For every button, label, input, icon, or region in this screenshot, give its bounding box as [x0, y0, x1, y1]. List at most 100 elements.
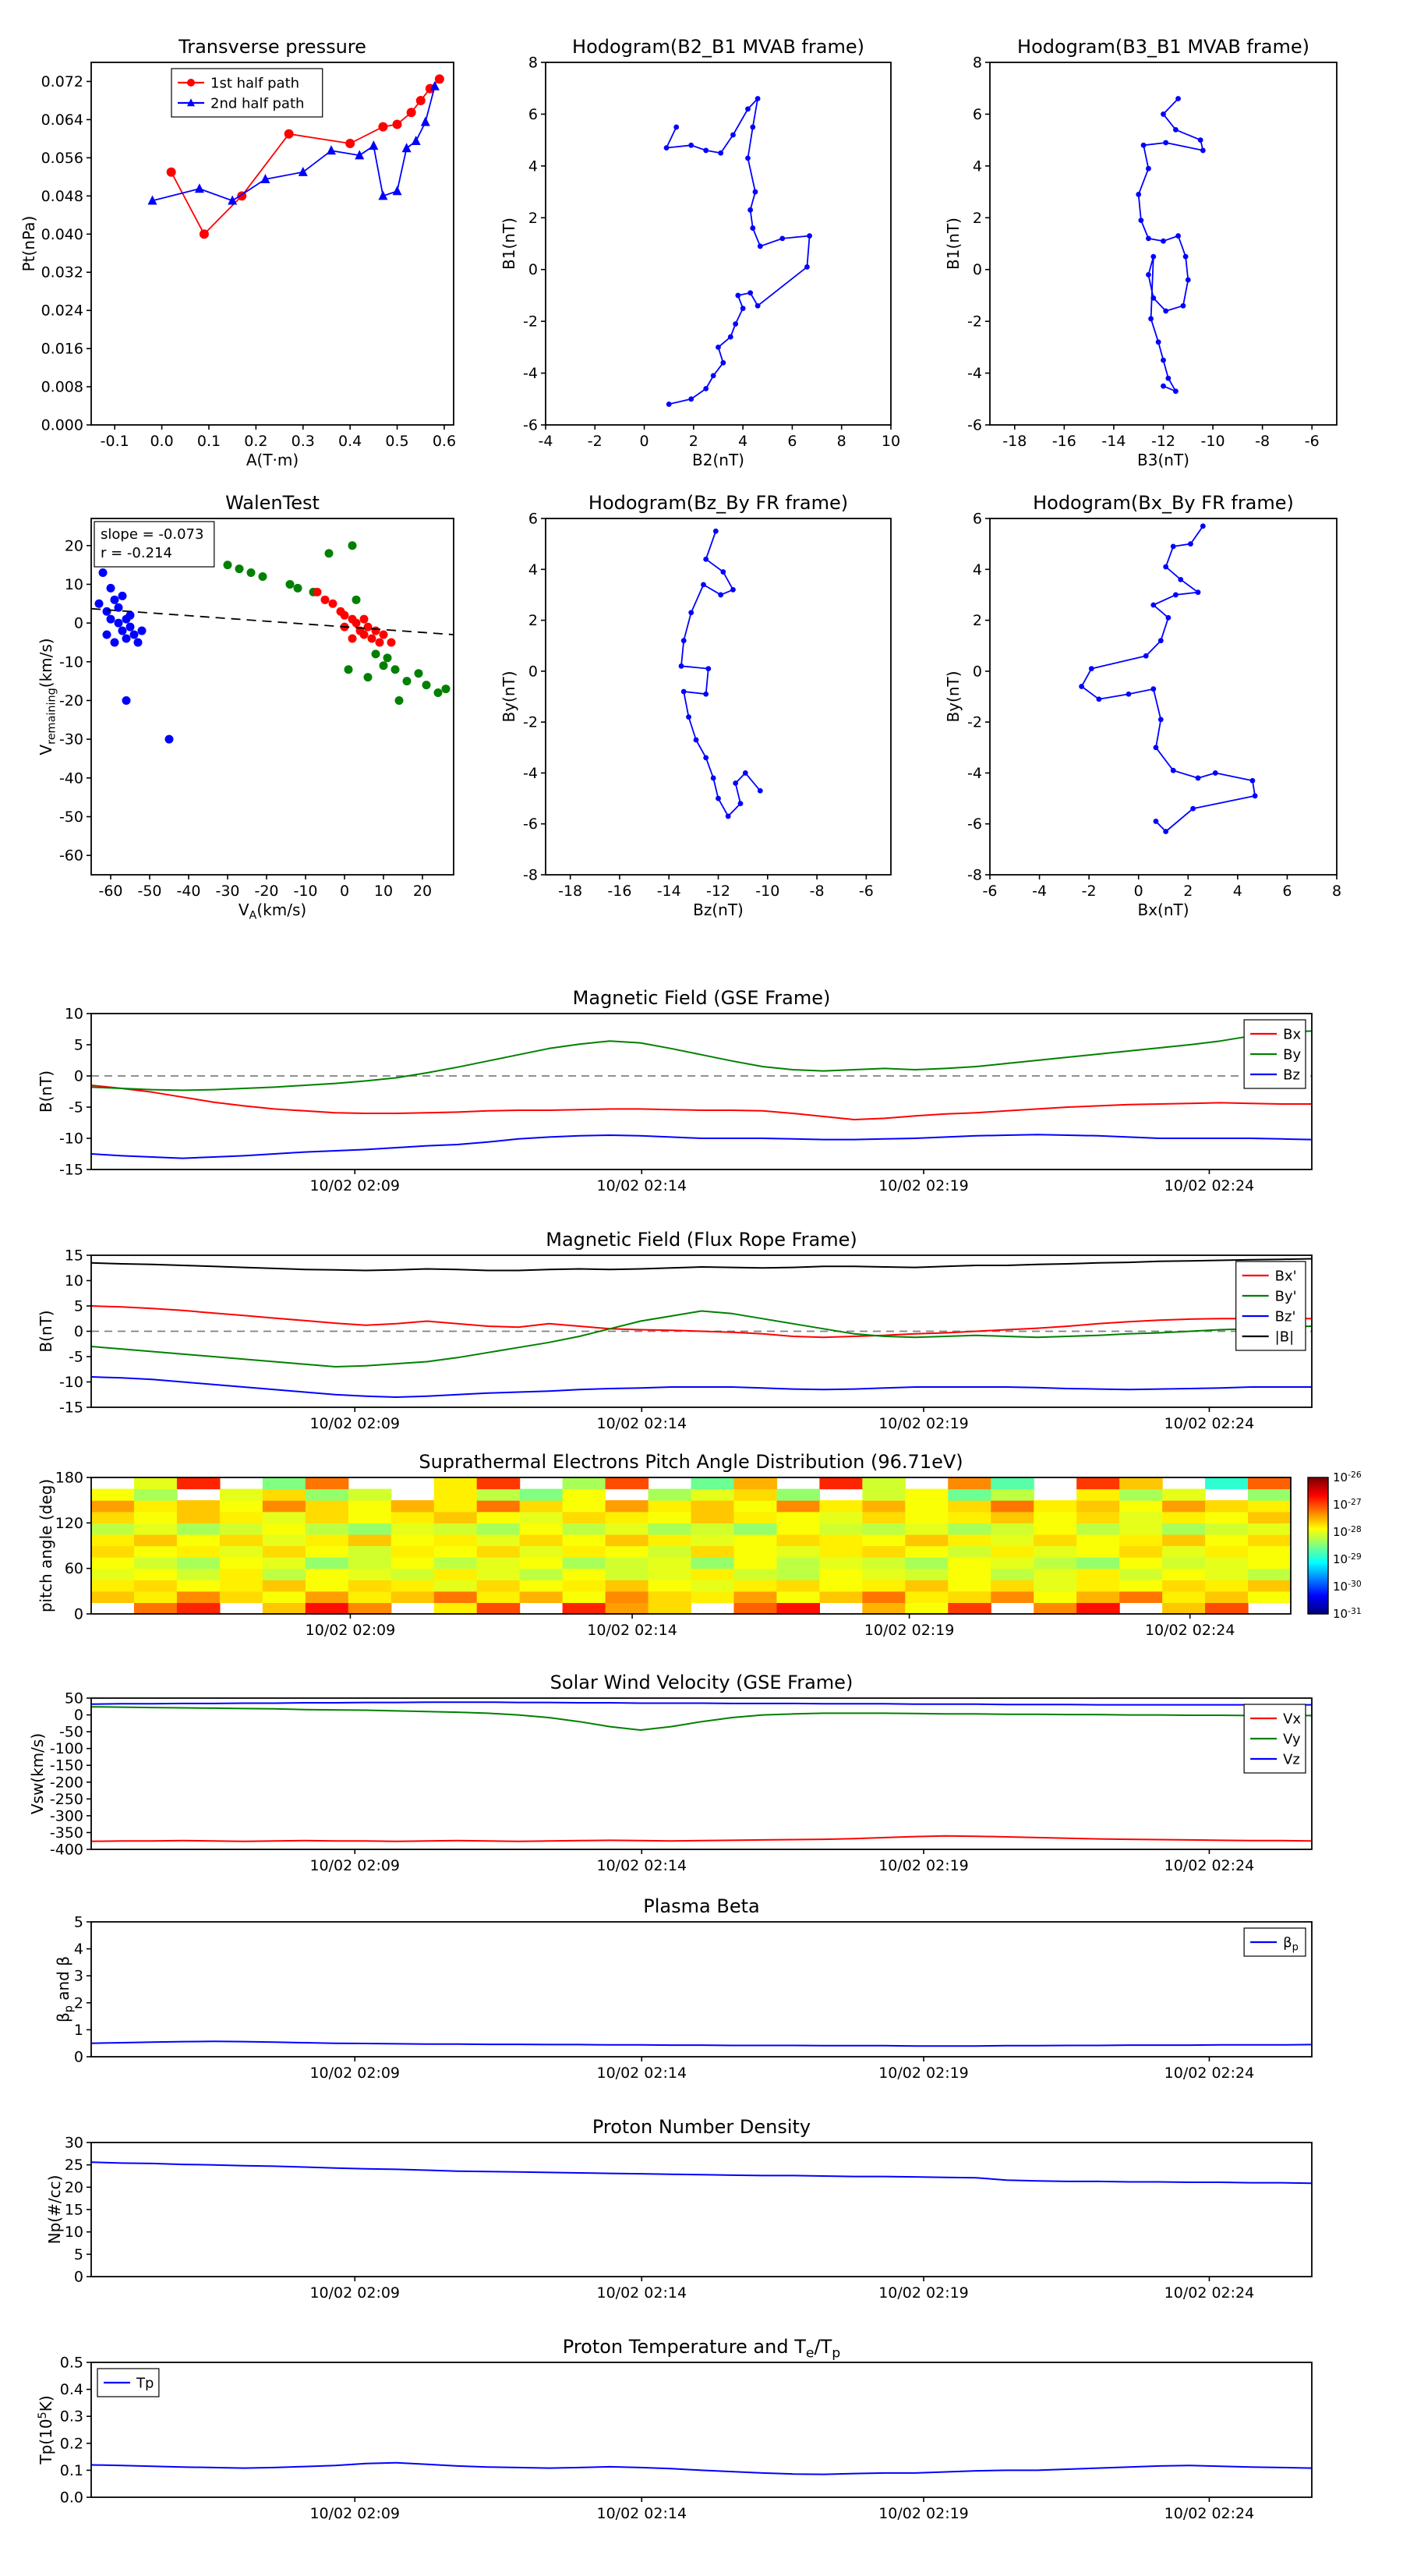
y-tick-label: -4: [967, 365, 982, 382]
marker-circle: [673, 124, 680, 130]
marker-circle: [258, 572, 267, 582]
axes-box: [90, 1921, 1313, 2058]
marker-circle: [688, 610, 694, 616]
panel-p7: 10/02 02:09 10/02 02:14 10/02 02:19 10/02 0…: [37, 987, 1313, 1194]
marker-circle: [359, 630, 369, 639]
panel-title: Hodogram(Bx_By FR frame): [1033, 492, 1294, 514]
y-tick-label: 0: [74, 2269, 83, 2286]
y-tick-label: 2: [528, 612, 538, 629]
y-tick-label: 8: [973, 55, 982, 72]
marker-circle: [1161, 357, 1166, 363]
x-tick-label: -18: [558, 883, 582, 900]
y-tick-label: 0.040: [41, 226, 83, 243]
panel-p8: 10/02 02:09 10/02 02:14 10/02 02:19 10/02 0…: [37, 1229, 1313, 1432]
y-tick-label: 1: [74, 2022, 83, 2039]
marker-triangle: [392, 186, 402, 196]
marker-triangle: [401, 143, 412, 153]
marker-circle: [348, 541, 357, 550]
x-tick-label: 10/02 02:24: [1164, 2284, 1255, 2302]
marker-circle: [235, 564, 244, 574]
panel-title: Suprathermal Electrons Pitch Angle Distr…: [419, 1451, 963, 1473]
marker-triangle: [187, 98, 195, 107]
marker-circle: [1140, 142, 1147, 148]
x-tick-label: -14: [1101, 433, 1126, 450]
marker-circle: [1161, 111, 1166, 117]
colorbar-tick-label: 10-31: [1333, 1606, 1362, 1621]
marker-circle: [663, 145, 670, 151]
legend-label: Bz': [1275, 1308, 1296, 1325]
y-tick-label: 0.072: [41, 73, 83, 90]
marker-circle: [779, 235, 786, 242]
x-tick-label: -12: [706, 883, 730, 900]
y-axis-label: By(nT): [944, 671, 963, 722]
y-tick-label: -2: [967, 313, 982, 331]
marker-triangle: [411, 136, 421, 146]
x-tick-label: 2: [1183, 883, 1193, 900]
legend-label: βp: [1283, 1934, 1299, 1953]
series-group: [147, 74, 444, 239]
y-axis-label: Pt(nPa): [19, 216, 38, 272]
y-tick-label: 6: [528, 511, 538, 528]
marker-circle: [383, 653, 392, 663]
legend-label: |B|: [1275, 1329, 1294, 1345]
annotation: slope = -0.073 r = -0.214: [94, 521, 215, 568]
y-tick-label: 50: [65, 1690, 83, 1707]
x-tick-label: 10/02 02:19: [864, 1622, 955, 1639]
x-tick-label: -4: [1032, 883, 1047, 900]
x-tick-label: 0: [640, 433, 649, 450]
x-tick-label: 8: [837, 433, 846, 450]
x-tick-label: 10/02 02:19: [878, 2065, 969, 2082]
marker-circle: [1170, 543, 1176, 550]
marker-circle: [680, 638, 687, 644]
heatmap: [91, 1477, 1292, 1615]
x-tick-label: 6: [787, 433, 797, 450]
x-tick-label: 0.2: [244, 433, 267, 450]
x-tick-label: 10/02 02:14: [596, 1857, 687, 1874]
y-tick-label: 5: [74, 2246, 83, 2263]
x-tick-label: 10/02 02:14: [596, 2505, 687, 2522]
marker-circle: [133, 638, 143, 647]
marker-circle: [688, 396, 694, 402]
marker-circle: [392, 119, 402, 129]
marker-circle: [1200, 523, 1206, 529]
marker-circle: [340, 610, 349, 620]
x-tick-label: 10/02 02:09: [309, 1177, 400, 1194]
y-tick-label: 10: [65, 576, 83, 593]
y-tick-label: 6: [528, 106, 538, 123]
marker-circle: [740, 306, 746, 311]
y-axis-label: βp and β: [54, 1956, 75, 2022]
x-tick-label: -4: [539, 433, 553, 450]
x-tick-label: 10: [374, 883, 393, 900]
marker-circle: [757, 243, 763, 249]
panel-p1: -0.1 0.0 0.1 0.2 0.3 0.4 0.5 0.6 0.000 0.008 0.016…: [19, 36, 456, 469]
x-tick-label: 10/02 02:24: [1145, 1622, 1235, 1639]
x-tick-label: 0.3: [292, 433, 315, 450]
x-tick-label: 10/02 02:24: [1164, 1857, 1255, 1874]
y-tick-label: -6: [523, 417, 538, 434]
marker-circle: [345, 139, 355, 149]
marker-circle: [1138, 218, 1144, 224]
y-tick-label: -10: [59, 1374, 83, 1391]
series-line: [91, 2040, 1312, 2047]
y-axis-label: Np(#/cc): [45, 2175, 64, 2245]
x-tick-label: -2: [588, 433, 603, 450]
x-tick-label: -12: [1151, 433, 1175, 450]
x-tick-label: 10/02 02:09: [309, 2065, 400, 2082]
marker-circle: [434, 74, 444, 84]
marker-circle: [733, 321, 739, 327]
marker-circle: [187, 79, 195, 87]
marker-circle: [1188, 541, 1193, 547]
series-group: [91, 541, 454, 744]
axes-box: [90, 518, 454, 876]
legend: 1st half path 2nd half path: [171, 68, 323, 118]
x-axis-label: B2(nT): [692, 451, 744, 469]
y-tick-label: 4: [973, 157, 982, 175]
x-tick-label: 0.6: [433, 433, 456, 450]
y-tick-label: 0.032: [41, 264, 83, 281]
y-tick-label: 6: [973, 106, 982, 123]
x-axis-label: A(T·m): [246, 451, 299, 469]
y-tick-label: 2: [528, 210, 538, 227]
marker-circle: [1096, 696, 1102, 702]
panel-p12: 10/02 02:09 10/02 02:14 10/02 02:19 10/02 0…: [45, 2116, 1313, 2302]
axes-box: [90, 2362, 1313, 2498]
